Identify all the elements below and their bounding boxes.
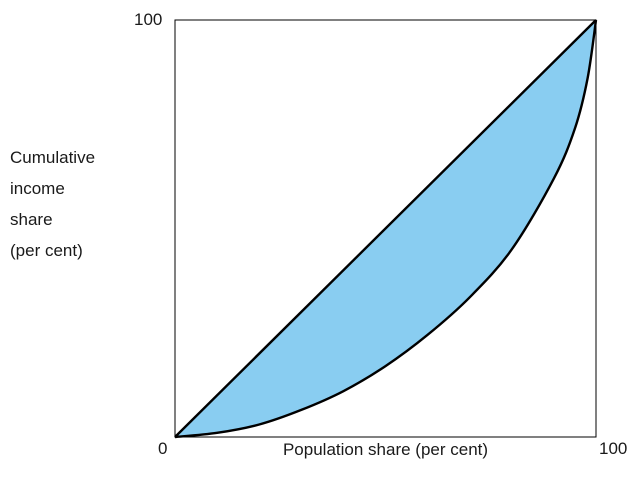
equality-line [174,19,597,438]
plot-frame [174,19,597,438]
y-axis-label-line-1: Cumulative [10,148,96,167]
lorenz-curve [174,19,598,439]
x-tick-max: 100 [599,439,628,458]
y-axis-label: Cumulative income share (per cent) [10,142,140,266]
y-axis-label-line-2: income [10,179,65,198]
y-axis-label-line-3: share [10,210,53,229]
x-axis-label: Population share (per cent) [282,440,489,459]
origin-tick: 0 [158,439,168,458]
y-axis-label-line-4: (per cent) [10,241,83,260]
y-tick-max: 100 [134,10,163,29]
